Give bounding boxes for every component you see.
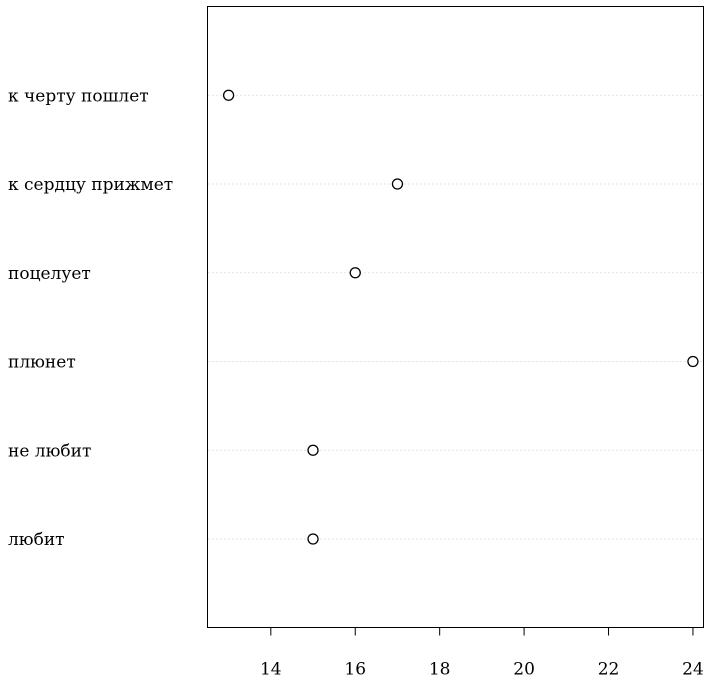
plot-frame — [207, 6, 704, 628]
data-point — [391, 178, 404, 190]
data-point — [349, 267, 361, 279]
x-tick-label: 14 — [260, 660, 282, 680]
x-tick-label: 20 — [513, 660, 535, 680]
x-tick-label: 22 — [598, 660, 620, 680]
x-tick-label: 18 — [429, 660, 451, 680]
category-label: плюнет — [8, 353, 76, 373]
data-point — [307, 533, 319, 545]
category-label: любит — [8, 530, 65, 550]
category-label: к черту пошлет — [8, 86, 149, 106]
data-point — [222, 89, 235, 101]
category-label: к сердцу прижмет — [8, 175, 173, 195]
category-label: поцелует — [8, 264, 91, 284]
category-labels: любит не любит плюнет поцелует к сердцу приж… — [8, 86, 173, 550]
x-tick-label: 16 — [344, 660, 366, 680]
category-label: не любит — [8, 441, 91, 461]
x-axis: 14 16 18 20 22 24 — [260, 627, 704, 680]
x-tick-label: 24 — [682, 660, 704, 680]
data-point — [307, 444, 319, 456]
data-points — [222, 89, 699, 545]
data-point — [687, 355, 699, 368]
guide-lines — [208, 94, 703, 540]
